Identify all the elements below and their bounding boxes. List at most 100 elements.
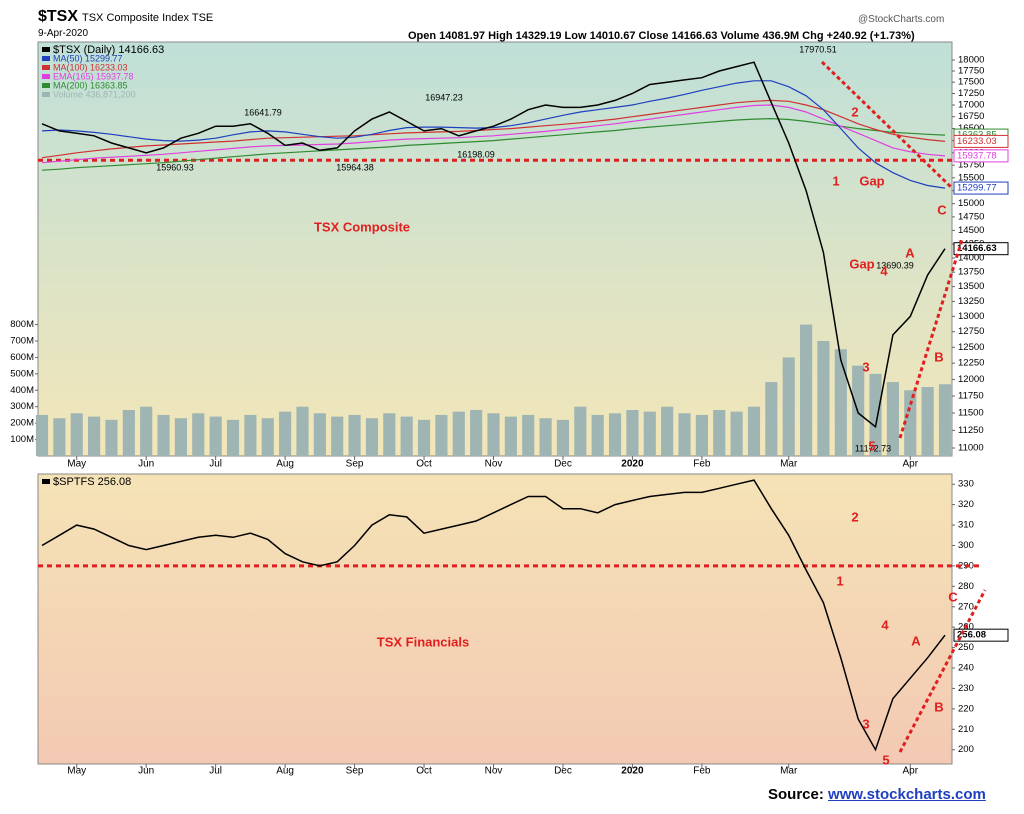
annotation: 4: [881, 617, 889, 632]
x-tick-label: Nov: [485, 766, 503, 777]
volume-bar: [921, 387, 934, 456]
volume-bar: [122, 410, 135, 456]
legend-swatch: [42, 47, 50, 52]
price-tag: 256.08: [957, 630, 986, 641]
annotation: 16947.23: [425, 92, 463, 102]
x-tick-label: Nov: [485, 459, 503, 470]
y-tick-label: 12250: [958, 358, 984, 369]
volume-bar: [747, 406, 761, 456]
y-tick-label: 12000: [958, 374, 984, 385]
y2-tick-label: 700M: [10, 336, 34, 347]
watermark: @StockCharts.com: [858, 14, 945, 25]
x-tick-label: Apr: [902, 766, 918, 777]
y-tick-label: 17750: [958, 66, 984, 77]
y-tick-label: 13000: [958, 311, 984, 322]
volume-bar: [678, 413, 691, 456]
x-tick-label: May: [67, 459, 86, 470]
series-line: [41, 80, 946, 189]
annotation: B: [934, 699, 943, 714]
price-tag-box: [953, 149, 1009, 163]
index-name: TSX Composite Index TSE: [82, 12, 214, 24]
annotation: 17970.51: [799, 44, 837, 54]
annotation: B: [934, 349, 943, 364]
x-tick-label: Feb: [693, 766, 711, 777]
volume-bar: [435, 414, 448, 456]
x-tick-label: Jun: [138, 459, 154, 470]
legend-label: EMA(165) 15937.78: [53, 71, 134, 81]
volume-bar: [209, 416, 222, 456]
volume-bar: [174, 418, 188, 456]
volume-bar: [713, 410, 726, 456]
x-tick-label: Mar: [780, 459, 798, 470]
volume-bar: [279, 411, 292, 456]
x-tick-label: Oct: [416, 766, 432, 777]
x-tick-label: Jun: [138, 766, 154, 777]
legend-swatch: [42, 479, 50, 484]
volume-bar: [383, 413, 396, 456]
annotation: A: [905, 245, 915, 260]
annotation: 1: [836, 573, 843, 588]
volume-bar: [53, 418, 66, 456]
annotation: 4: [880, 263, 888, 278]
y-tick-label: 17250: [958, 88, 984, 99]
y-tick-label: 13500: [958, 281, 984, 292]
x-tick-label: 2020: [621, 459, 644, 470]
y-tick-label: 300: [958, 540, 974, 551]
price-tag-box: [953, 181, 1009, 195]
volume-bar: [608, 413, 622, 456]
y-tick-label: 11500: [958, 408, 984, 419]
y-tick-label: 11250: [958, 425, 984, 436]
annotation: 11172.73: [855, 443, 891, 453]
price-tag-box: [953, 134, 1009, 148]
series-line: [41, 117, 946, 171]
y-tick-label: 16750: [958, 111, 984, 122]
volume-bar: [661, 406, 674, 456]
volume-bar: [886, 382, 899, 456]
trend-line: [898, 589, 987, 753]
volume-bar: [782, 357, 795, 456]
annotation: 5: [868, 438, 875, 453]
volume-bar: [296, 406, 309, 456]
x-tick-label: Mar: [780, 766, 798, 777]
y-tick-label: 310: [958, 520, 974, 531]
source: Source: www.stockcharts.com: [768, 786, 986, 803]
x-tick-label: Jul: [209, 766, 222, 777]
y-tick-label: 16500: [958, 123, 984, 134]
source-label: Source:: [768, 786, 824, 803]
y-tick-label: 270: [958, 601, 974, 612]
source-link[interactable]: www.stockcharts.com: [828, 786, 986, 803]
x-tick-label: Sep: [346, 766, 364, 777]
annotation: 15964.38: [336, 162, 374, 172]
y-tick-label: 17500: [958, 77, 984, 88]
volume-bar: [834, 349, 847, 456]
y-tick-label: 18000: [958, 55, 984, 66]
volume-bar: [88, 416, 101, 456]
annotation: 3: [862, 359, 869, 374]
annotation: 1: [832, 173, 839, 188]
annotation: 13690.39: [876, 260, 914, 270]
volume-bar: [470, 410, 483, 456]
series-line: [41, 479, 946, 752]
legend-label: $TSX (Daily) 14166.63: [53, 44, 164, 56]
volume-bar: [626, 410, 639, 456]
volume-bar: [400, 416, 413, 456]
x-tick-label: Feb: [693, 459, 711, 470]
annotation: TSX Financials: [377, 634, 469, 649]
y-tick-label: 330: [958, 479, 974, 490]
volume-bar: [192, 413, 205, 456]
volume-bar: [313, 413, 326, 456]
volume-bar: [504, 416, 517, 456]
volume-bar: [140, 406, 153, 456]
legend-swatch: [42, 74, 50, 79]
volume-bar: [35, 414, 49, 456]
volume-bar: [799, 324, 813, 456]
volume-bar: [365, 418, 379, 456]
volume-bar: [765, 382, 778, 456]
y2-tick-label: 300M: [10, 401, 34, 412]
y-tick-label: 14000: [958, 253, 984, 264]
annotation: 5: [882, 752, 889, 767]
x-tick-label: Aug: [276, 459, 294, 470]
volume-bar: [487, 413, 500, 456]
annotation: C: [948, 589, 958, 604]
